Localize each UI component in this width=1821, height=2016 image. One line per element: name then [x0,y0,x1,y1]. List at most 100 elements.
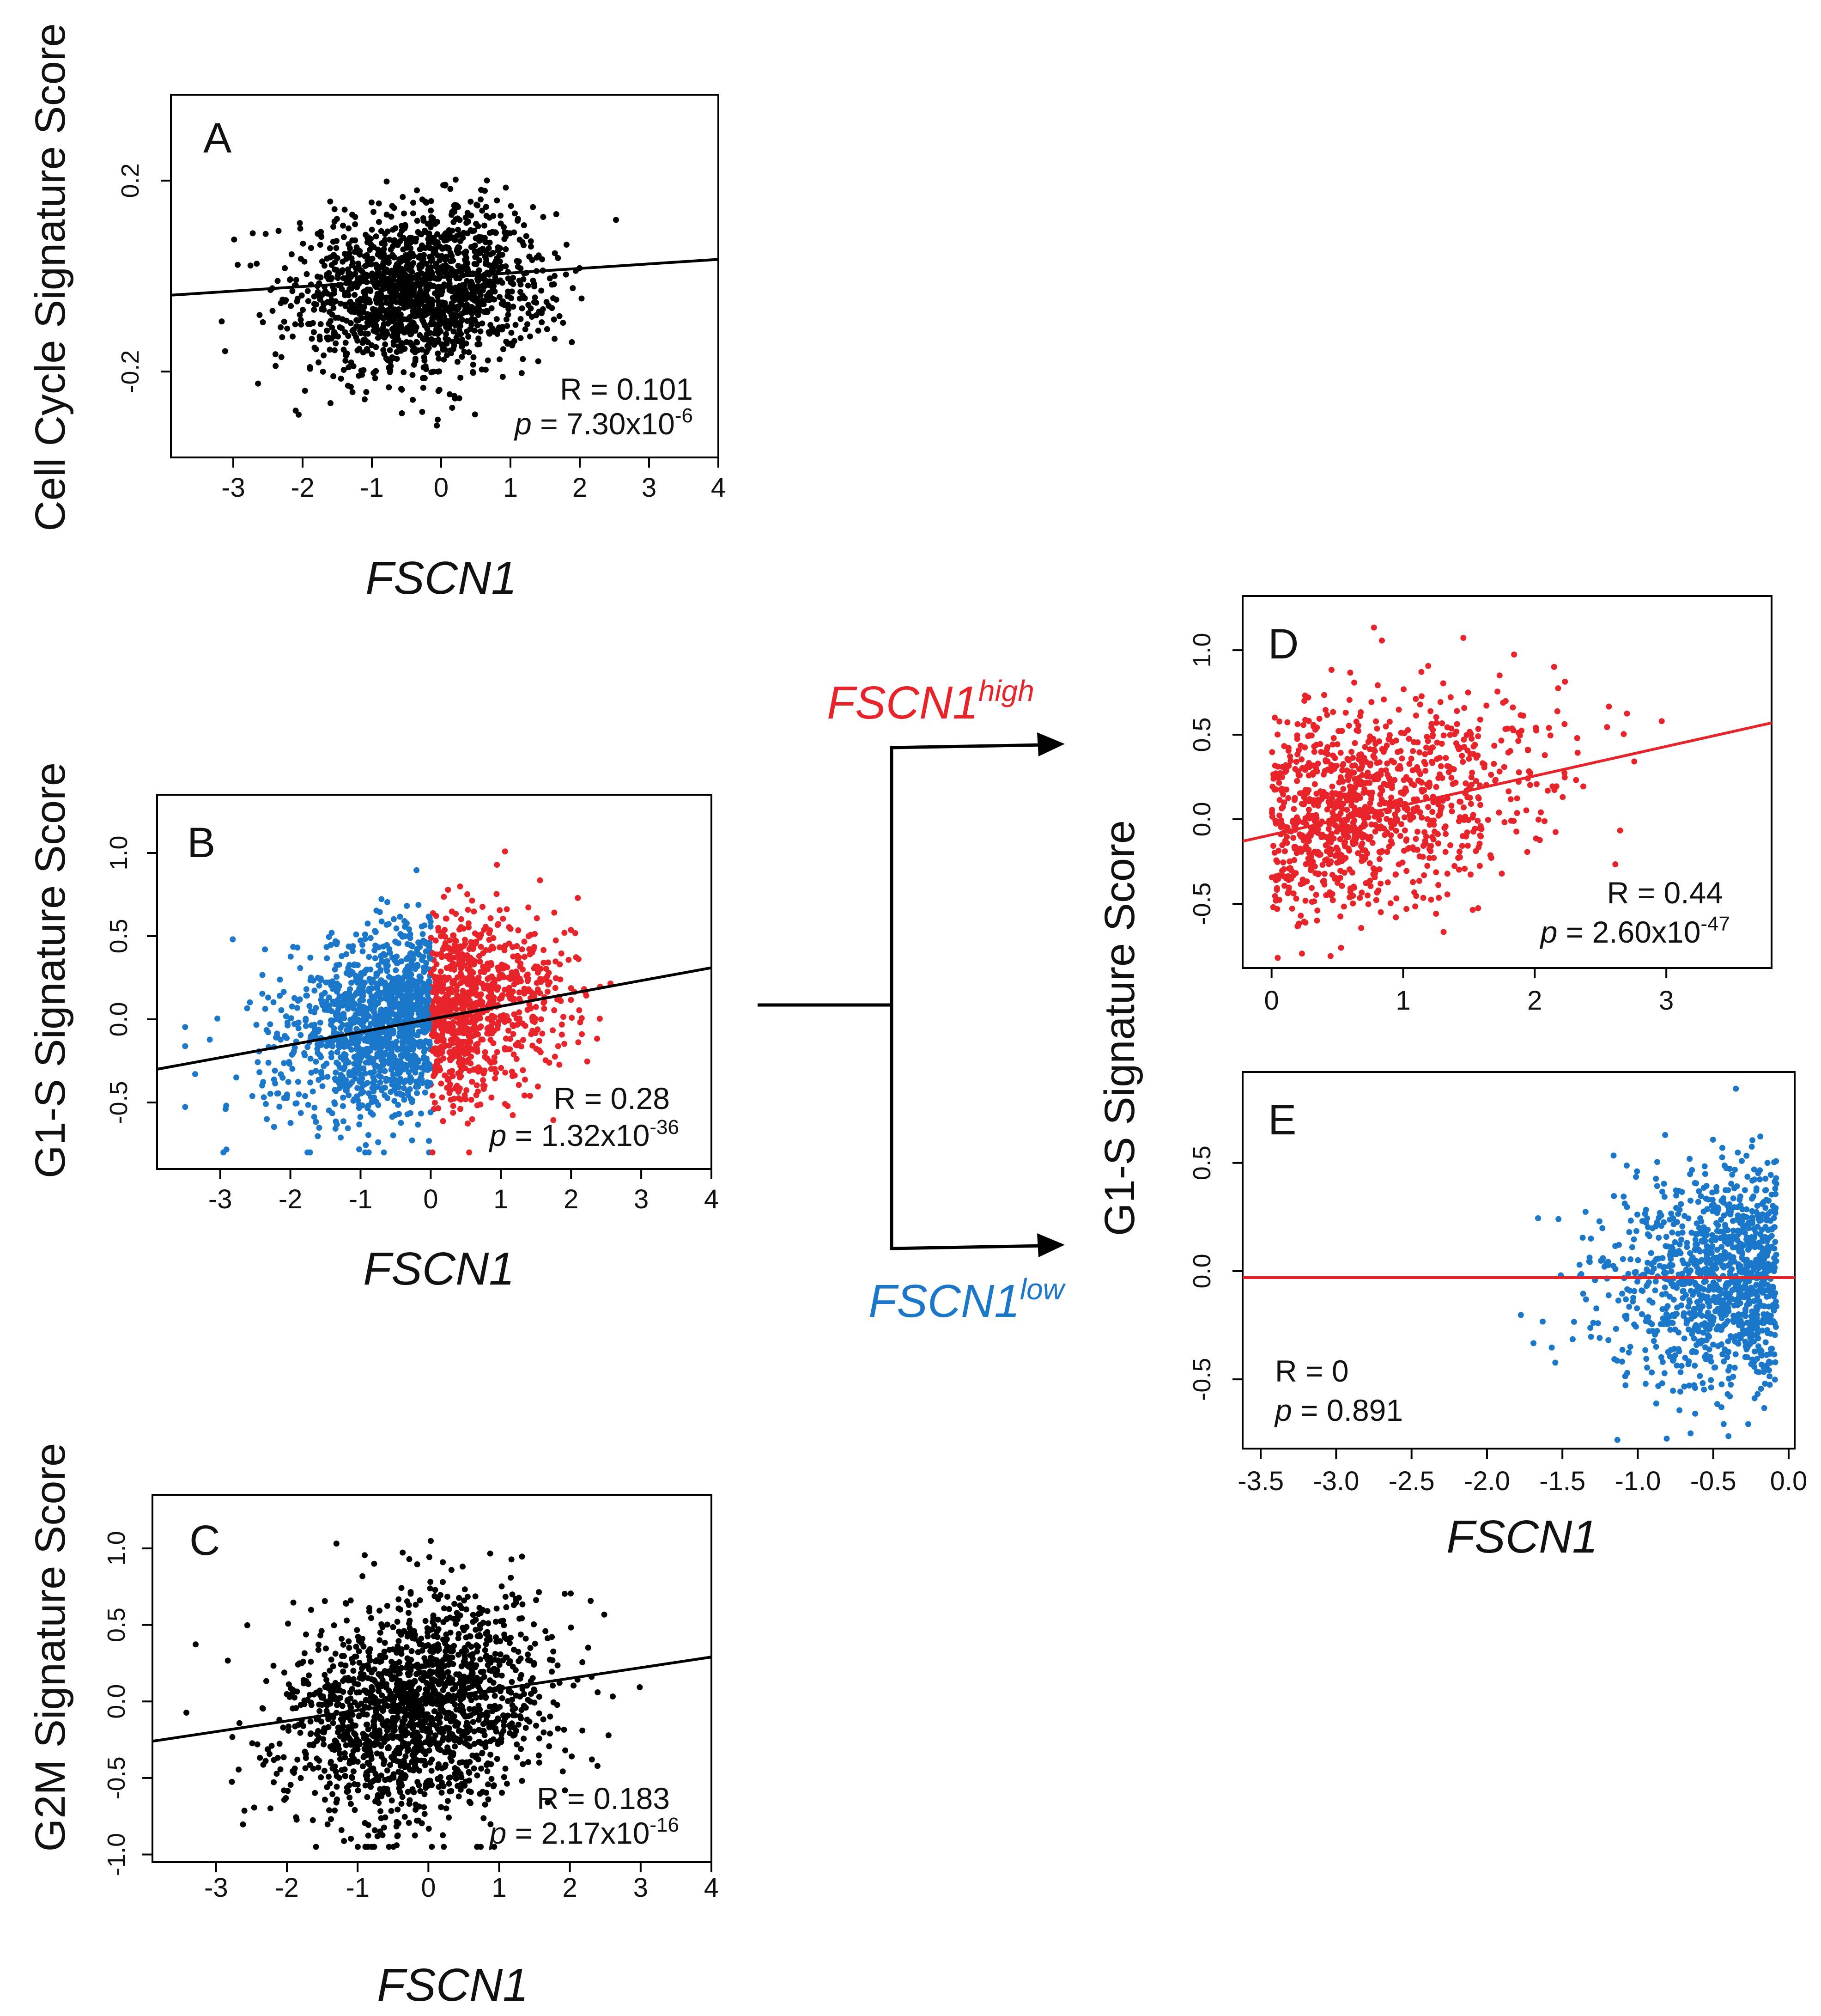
data-point [470,1025,476,1031]
data-point [415,229,421,235]
data-point [485,966,491,973]
data-point [401,346,408,352]
data-point [568,985,574,992]
data-point [334,1049,340,1055]
data-point [386,1030,392,1037]
data-point [401,329,407,336]
data-point [327,1668,333,1674]
data-point [476,1001,482,1008]
data-point [380,272,387,278]
data-point [267,1805,273,1812]
data-point [262,231,269,237]
data-point [361,1081,368,1088]
data-point [347,986,353,993]
data-point [562,1787,568,1794]
data-point [430,1008,437,1014]
data-point [353,1644,359,1650]
data-point [425,1083,431,1090]
data-point [306,1003,313,1009]
data-point [531,1621,537,1627]
data-point [404,903,410,909]
data-point [425,240,432,246]
data-point [512,322,519,328]
data-point [307,1718,314,1725]
data-point [244,1622,250,1628]
data-point [452,311,458,318]
data-point [414,218,420,224]
data-point [463,329,470,335]
data-point [332,266,338,273]
data-point [466,349,472,355]
data-point [442,945,448,951]
data-point [562,1590,568,1597]
data-point [350,305,357,311]
data-point [478,187,485,193]
data-point [540,947,547,953]
data-point [390,1132,396,1139]
data-point [422,227,428,234]
data-point [389,243,396,250]
data-point [363,389,370,395]
data-point [511,229,517,236]
data-point [449,339,456,345]
data-point [367,286,373,293]
data-point [386,990,392,997]
data-point [364,252,370,258]
data-point [357,1066,363,1072]
data-point [373,970,380,977]
data-point [343,1742,349,1748]
data-point [442,182,449,188]
data-point [273,363,279,369]
data-point [310,977,316,984]
data-point [395,960,401,966]
data-point [387,1762,393,1768]
data-point [401,918,407,924]
data-point [477,328,484,335]
data-point [390,1011,397,1017]
data-point [470,979,477,986]
data-point [352,237,358,244]
data-point [457,1063,464,1069]
data-point [513,1056,520,1062]
data-point [333,238,340,244]
data-point [501,236,508,242]
data-point [458,916,464,922]
data-point [454,359,461,365]
data-point [331,206,338,213]
data-point [456,1595,462,1601]
data-point [345,966,352,972]
data-point [334,216,340,222]
data-point [420,294,427,301]
data-point [352,1075,358,1082]
data-point [294,1005,300,1011]
data-point [457,374,464,381]
data-point [521,1092,528,1099]
data-point [267,1090,273,1097]
data-point [367,978,374,984]
data-point [419,931,426,937]
data-point [450,960,456,967]
data-point [499,326,505,333]
data-point [410,396,416,403]
data-point [378,287,385,294]
data-point [532,931,538,937]
data-point [392,225,399,231]
x-tick-label: -1 [360,473,384,503]
data-point [330,305,337,311]
data-point [503,184,509,191]
data-point [388,268,395,274]
data-point [376,1032,382,1038]
data-point [544,988,551,995]
data-point [500,346,506,353]
data-point [413,995,420,1001]
data-point [300,307,306,313]
data-point [528,1691,534,1697]
data-point [339,1767,345,1773]
data-point [183,1710,189,1716]
data-point [557,976,564,983]
data-point [281,1669,287,1676]
data-point [481,1732,488,1738]
data-point [433,961,440,968]
data-point [272,1067,278,1074]
data-point [347,1801,354,1807]
